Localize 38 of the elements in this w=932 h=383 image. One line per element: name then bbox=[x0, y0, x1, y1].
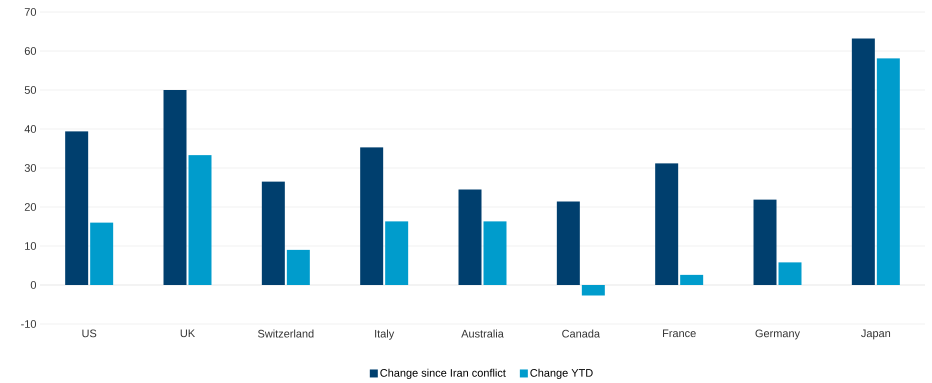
y-tick-label: 60 bbox=[24, 47, 36, 55]
x-tick-label: Italy bbox=[375, 330, 394, 340]
bar bbox=[484, 221, 506, 285]
bar bbox=[556, 202, 580, 285]
x-tick-label: Canada bbox=[562, 330, 600, 338]
x-tick-label: Japan bbox=[861, 330, 890, 340]
y-tick-label: 0 bbox=[30, 281, 36, 289]
bar bbox=[778, 262, 802, 285]
bar bbox=[286, 250, 310, 285]
bar bbox=[852, 38, 875, 285]
x-tick-label: France bbox=[663, 330, 696, 338]
bar bbox=[90, 222, 114, 285]
bar bbox=[188, 155, 212, 285]
x-tick-label: Australia bbox=[461, 330, 504, 338]
bar bbox=[385, 221, 408, 285]
y-tick-label: 70 bbox=[24, 8, 36, 16]
legend-label: Change YTD bbox=[530, 368, 593, 379]
bar bbox=[65, 131, 88, 285]
x-tick-label: Germany bbox=[756, 330, 800, 340]
bar bbox=[458, 189, 482, 285]
bar bbox=[262, 182, 285, 285]
y-tick-label: -10 bbox=[21, 320, 36, 328]
x-tick-label: US bbox=[82, 330, 96, 338]
x-tick-label: UK bbox=[180, 330, 195, 338]
y-tick-label: 40 bbox=[24, 125, 36, 133]
legend-label: Change since Iran conflict bbox=[380, 368, 506, 379]
bar bbox=[876, 58, 900, 285]
bar bbox=[360, 147, 384, 285]
bar bbox=[164, 90, 187, 285]
bar bbox=[754, 200, 777, 285]
y-tick-label: 20 bbox=[24, 203, 36, 211]
y-tick-label: 50 bbox=[24, 86, 36, 94]
bar bbox=[680, 274, 704, 285]
x-tick-label: Switzerland bbox=[258, 330, 314, 338]
bar bbox=[655, 163, 678, 285]
y-tick-label: 10 bbox=[25, 242, 36, 250]
y-tick-label: 30 bbox=[24, 164, 36, 172]
bar bbox=[582, 285, 605, 296]
